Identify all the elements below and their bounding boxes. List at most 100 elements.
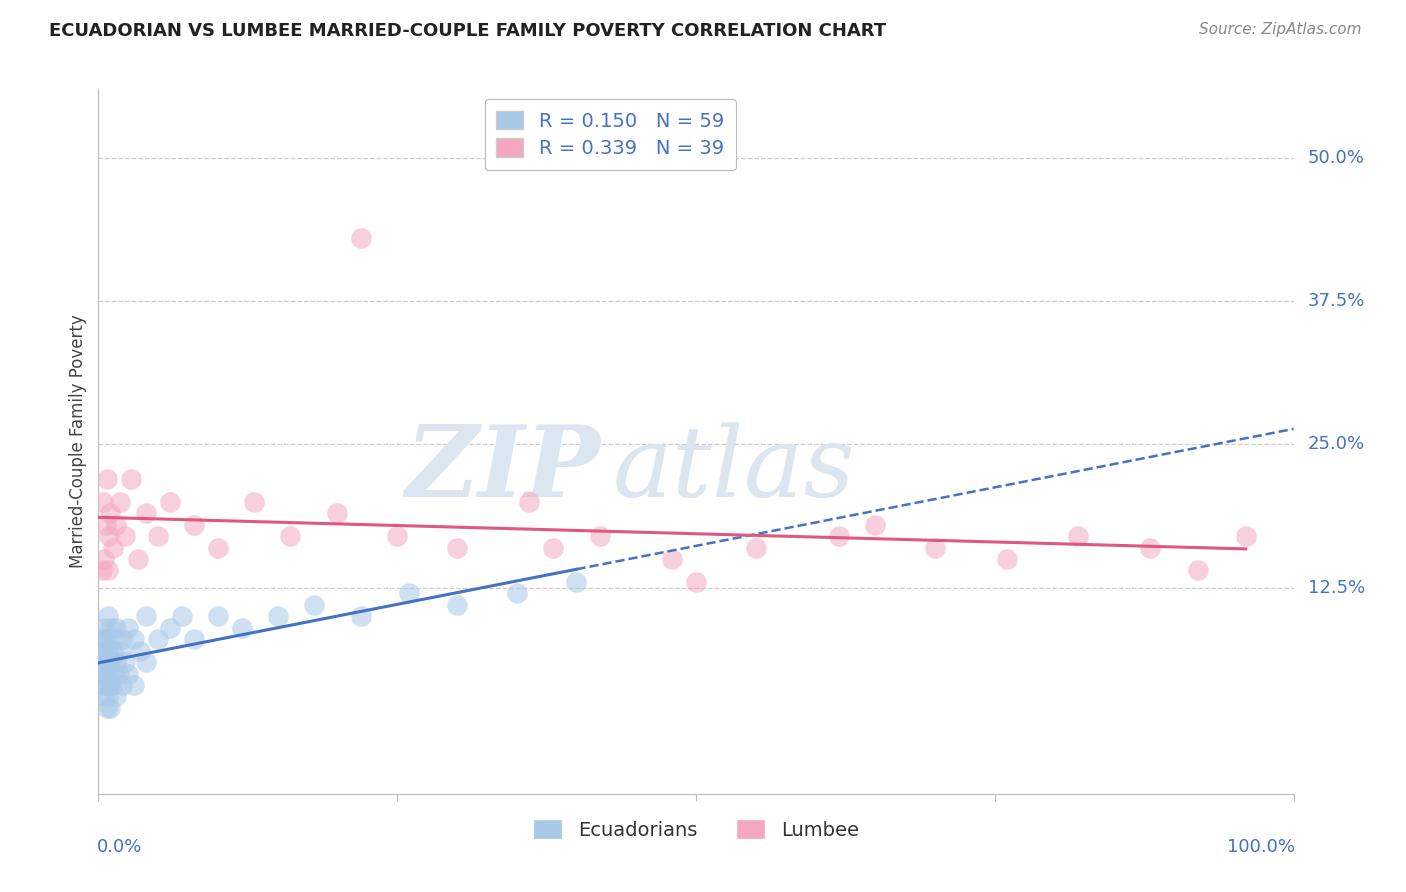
Point (661, 552, 683, 566)
Point (148, 632, 170, 647)
Point (120, 472, 142, 486)
Point (93, 690, 115, 704)
Point (517, 494, 540, 508)
Point (105, 517, 128, 532)
Point (94, 678, 117, 692)
Point (91, 655, 114, 669)
Point (93, 621, 115, 635)
Point (98, 529, 121, 543)
Point (96, 666, 118, 681)
Point (93, 643, 115, 657)
Point (207, 609, 229, 624)
Point (385, 529, 409, 543)
Point (98, 655, 121, 669)
Point (98, 506, 122, 520)
Text: 0.0%: 0.0% (97, 838, 142, 855)
Point (589, 529, 612, 543)
Point (172, 609, 194, 624)
Point (91, 666, 114, 681)
Point (94, 655, 117, 669)
Point (101, 643, 124, 657)
Point (91, 632, 114, 647)
Point (127, 552, 149, 566)
Point (98, 655, 122, 669)
Point (97, 609, 120, 624)
Point (183, 517, 205, 532)
Point (350, 231, 373, 245)
Point (117, 621, 139, 635)
Point (148, 529, 170, 543)
Point (101, 678, 124, 692)
Point (506, 586, 529, 600)
Point (114, 655, 136, 669)
Point (243, 494, 266, 508)
Point (350, 609, 373, 624)
Point (101, 541, 124, 555)
Point (90, 655, 112, 669)
Point (96, 472, 118, 486)
Point (159, 494, 181, 508)
Point (1139, 541, 1161, 555)
Point (93, 666, 115, 681)
Point (267, 609, 290, 624)
Point (91, 564, 114, 578)
Point (135, 506, 157, 520)
Point (98, 701, 122, 715)
Point (111, 632, 134, 647)
Text: 100.0%: 100.0% (1226, 838, 1295, 855)
Point (105, 690, 128, 704)
Point (446, 598, 468, 612)
Text: ZIP: ZIP (405, 422, 600, 518)
Point (103, 666, 125, 681)
Point (96, 643, 118, 657)
Point (302, 598, 325, 612)
Point (98, 678, 121, 692)
Point (124, 678, 146, 692)
Point (995, 552, 1018, 566)
Text: 12.5%: 12.5% (1308, 579, 1365, 597)
Point (111, 678, 134, 692)
Point (94, 632, 117, 647)
Point (105, 621, 128, 635)
Point (326, 506, 349, 520)
Point (97, 643, 120, 657)
Point (94, 517, 117, 532)
Point (865, 517, 887, 532)
Text: 37.5%: 37.5% (1308, 293, 1365, 310)
Point (129, 643, 152, 657)
Point (1187, 564, 1209, 578)
Point (231, 621, 253, 635)
Point (93, 552, 115, 566)
Point (91, 494, 114, 508)
Point (278, 529, 301, 543)
Point (159, 621, 181, 635)
Point (124, 632, 146, 647)
Point (91, 632, 114, 647)
Point (135, 655, 157, 669)
Point (183, 632, 205, 647)
Point (541, 541, 564, 555)
Point (114, 529, 136, 543)
Text: atlas: atlas (613, 422, 855, 517)
Text: ECUADORIAN VS LUMBEE MARRIED-COUPLE FAMILY POVERTY CORRELATION CHART: ECUADORIAN VS LUMBEE MARRIED-COUPLE FAMI… (49, 22, 886, 40)
Point (685, 574, 707, 589)
Point (117, 666, 139, 681)
Text: 50.0%: 50.0% (1308, 149, 1365, 167)
Point (135, 609, 157, 624)
Point (97, 564, 120, 578)
Point (107, 666, 129, 681)
Point (90, 643, 112, 657)
Point (745, 541, 768, 555)
Point (98, 678, 122, 692)
Point (398, 586, 420, 600)
Point (828, 529, 851, 543)
Point (98, 621, 122, 635)
Point (96, 701, 118, 715)
Point (207, 541, 229, 555)
Point (924, 541, 946, 555)
Point (103, 632, 125, 647)
Point (97, 666, 120, 681)
Legend: Ecuadorians, Lumbee: Ecuadorians, Lumbee (526, 812, 866, 847)
Point (446, 541, 468, 555)
Point (1067, 529, 1090, 543)
